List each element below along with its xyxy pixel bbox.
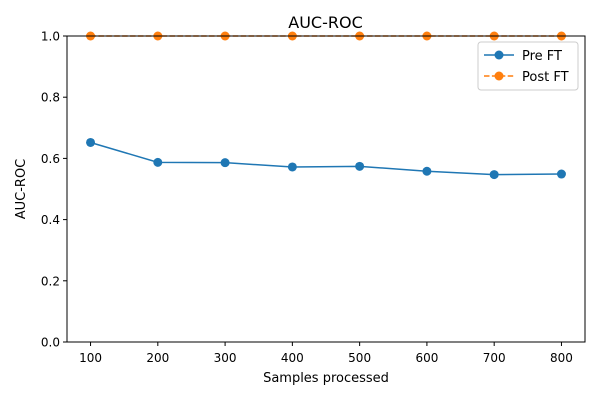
x-axis-ticks: 100 200 300 400 500 600 700 800 — [79, 342, 573, 365]
plot-area-frame — [66, 35, 586, 343]
data-point-pre-ft — [556, 169, 566, 179]
data-point-pre-ft — [489, 170, 499, 180]
y-axis-label: AUC-ROC — [14, 159, 29, 220]
legend: Pre FT Post FT — [477, 41, 579, 91]
legend-label-pre-ft: Pre FT — [522, 49, 562, 64]
data-point-pre-ft — [422, 166, 432, 176]
y-tick-label: 0.6 — [41, 152, 60, 166]
legend-marker-pre-ft — [494, 50, 504, 60]
x-tick-label: 600 — [415, 351, 438, 365]
legend-label-post-ft: Post FT — [522, 70, 569, 85]
y-tick-label: 1.0 — [41, 30, 60, 44]
data-point-pre-ft — [287, 162, 297, 172]
data-point-pre-ft — [86, 137, 96, 147]
x-tick-label: 700 — [483, 351, 506, 365]
x-tick-label: 100 — [79, 351, 102, 365]
legend-marker-post-ft — [494, 71, 504, 81]
x-axis-label: Samples processed — [263, 371, 389, 386]
x-tick-label: 400 — [281, 351, 304, 365]
x-tick-label: 500 — [348, 351, 371, 365]
x-tick-label: 800 — [550, 351, 573, 365]
y-tick-label: 0.8 — [41, 91, 60, 105]
data-point-pre-ft — [220, 158, 230, 168]
y-axis-ticks: 0.0 0.2 0.4 0.6 0.8 1.0 — [41, 30, 67, 350]
y-tick-label: 0.2 — [41, 274, 60, 288]
data-point-pre-ft — [153, 157, 163, 167]
chart-title: AUC-ROC — [288, 13, 362, 32]
data-point-pre-ft — [355, 161, 365, 171]
x-tick-label: 300 — [214, 351, 237, 365]
series-line-pre-ft — [90, 141, 562, 176]
y-tick-label: 0.0 — [41, 336, 60, 350]
y-tick-label: 0.4 — [41, 213, 60, 227]
x-tick-label: 200 — [146, 351, 169, 365]
